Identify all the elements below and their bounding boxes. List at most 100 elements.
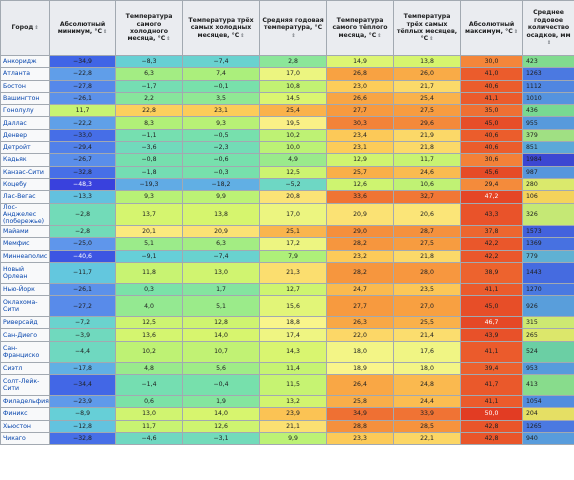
table-row: Сиэтл −17,8 4,8 5,6 11,4 18,9 18,0 39,4 953 — [0, 361, 574, 376]
cell-three-warmest: 23,5 — [393, 282, 461, 297]
cell-warmest-month: 26,3 — [326, 316, 394, 330]
city-link[interactable]: Лас-Вегас — [0, 190, 50, 204]
cell-three-warmest: 33,9 — [393, 407, 461, 421]
cell-three-coldest: 9,3 — [182, 116, 260, 130]
city-link[interactable]: Миннеаполис — [0, 249, 50, 263]
city-link[interactable]: Канзас-Сити — [0, 165, 50, 179]
cell-abs-min: −27,2 — [49, 295, 116, 318]
city-link[interactable]: Солт-Лейк-Сити — [0, 374, 50, 397]
cell-annual-mean: 10,2 — [259, 128, 327, 143]
cell-warmest-month: 22,0 — [326, 328, 394, 342]
cell-precipitation: 1369 — [522, 237, 574, 251]
column-header-abs-min[interactable]: Абсолютный минимум, °C⇕ — [49, 0, 116, 56]
table-row: Сан-Диего −3,9 13,6 14,0 17,4 22,0 21,4 43,9 265 — [0, 328, 574, 342]
sort-icon[interactable]: ⇕ — [34, 25, 39, 32]
cell-three-coldest: 7,4 — [182, 67, 260, 81]
table-row: Финикс −8,9 13,0 14,0 23,9 34,9 33,9 50,0 204 — [0, 407, 574, 421]
city-link[interactable]: Детройт — [0, 141, 50, 155]
cell-abs-max: 37,8 — [460, 224, 523, 239]
city-link[interactable]: Лос-Анджелес (побережье) — [0, 202, 50, 226]
column-header-warmest-month[interactable]: Температура самого тёплого месяца, °C⇕ — [326, 0, 394, 56]
table-body: Анкоридж −34,9 −8,3 −7,4 2,8 14,9 13,8 30,0 423 А… — [0, 54, 574, 446]
column-header-annual-mean[interactable]: Средняя годовая температура, °C⇕ — [259, 0, 327, 56]
city-link[interactable]: Оклахома-Сити — [0, 295, 50, 318]
column-header-three-warmest-months[interactable]: Температура трёх самых тёплых месяцев, °… — [393, 0, 461, 56]
cell-abs-max: 38,9 — [460, 261, 523, 284]
sort-icon[interactable]: ⇕ — [240, 32, 245, 39]
sort-icon[interactable]: ⇕ — [291, 32, 296, 39]
column-header-abs-max[interactable]: Абсолютный максимум, °C⇕ — [460, 0, 523, 56]
cell-annual-mean: 12,5 — [259, 165, 327, 179]
cell-abs-max: 35,0 — [460, 104, 523, 118]
cell-annual-mean: 17,2 — [259, 237, 327, 251]
sort-icon[interactable]: ⇕ — [546, 40, 552, 47]
city-link[interactable]: Мемфис — [0, 237, 50, 251]
cell-precipitation: 953 — [522, 361, 574, 376]
city-link[interactable]: Финикс — [0, 407, 50, 421]
city-link[interactable]: Вашингтон — [0, 91, 50, 106]
city-link[interactable]: Риверсайд — [0, 316, 50, 330]
column-header-precipitation[interactable]: Среднее годовое количество осадков, мм⇕ — [522, 0, 574, 56]
column-header-city[interactable]: Город⇕ — [0, 0, 50, 56]
city-link[interactable]: Даллас — [0, 116, 50, 130]
city-link[interactable]: Нью-Йорк — [0, 282, 50, 297]
cell-precipitation: 413 — [522, 374, 574, 397]
sort-icon[interactable]: ⇕ — [103, 29, 108, 35]
city-link[interactable]: Сиэтл — [0, 361, 50, 376]
sort-icon[interactable]: ⇕ — [513, 29, 518, 35]
sort-icon[interactable]: ⇕ — [429, 36, 434, 43]
city-link[interactable]: Чикаго — [0, 431, 50, 446]
cell-three-warmest: 17,6 — [393, 340, 461, 363]
city-link[interactable]: Атланта — [0, 67, 50, 81]
cell-coldest-month: 5,1 — [115, 237, 183, 251]
cell-coldest-month: −0,8 — [115, 153, 183, 167]
cell-annual-mean: 2,8 — [259, 54, 327, 69]
city-link[interactable]: Сан-Диего — [0, 328, 50, 342]
city-link[interactable]: Коцебу — [0, 177, 50, 192]
cell-abs-min: −32,8 — [49, 165, 116, 179]
cell-three-warmest: 27,0 — [393, 295, 461, 318]
city-link[interactable]: Хьюстон — [0, 419, 50, 433]
cell-annual-mean: 17,4 — [259, 328, 327, 342]
city-link[interactable]: Кадьяк — [0, 153, 50, 167]
table-row: Риверсайд −7,2 12,5 12,8 18,8 26,3 25,5 46,7 315 — [0, 316, 574, 330]
city-link[interactable]: Новый Орлеан — [0, 261, 50, 284]
cell-three-coldest: 14,0 — [182, 328, 260, 342]
cell-warmest-month: 23,2 — [326, 249, 394, 263]
city-link[interactable]: Денвер — [0, 128, 50, 143]
cell-abs-min: −29,4 — [49, 141, 116, 155]
cell-precipitation: 1112 — [522, 79, 574, 93]
table-row: Бостон −27,8 −1,7 −0,1 10,8 23,0 21,7 40,6 1112 — [0, 79, 574, 93]
sort-icon[interactable]: ⇕ — [166, 36, 171, 43]
table-row: Лос-Анджелес (побережье) −2,8 13,7 13,8 17,0… — [0, 202, 574, 226]
city-link[interactable]: Сан-Франциско — [0, 340, 50, 363]
cell-abs-max: 50,0 — [460, 407, 523, 421]
cell-abs-min: −11,7 — [49, 261, 116, 284]
cell-three-coldest: 9,9 — [182, 190, 260, 204]
cell-precipitation: 926 — [522, 295, 574, 318]
city-link[interactable]: Филадельфия — [0, 395, 50, 409]
table-row: Денвер −33,0 −1,1 −0,5 10,2 23,4 21,9 40,6 379 — [0, 128, 574, 143]
column-header-coldest-month[interactable]: Температура самого холодного месяца, °C⇕ — [115, 0, 183, 56]
cell-abs-min: −34,9 — [49, 54, 116, 69]
city-link[interactable]: Бостон — [0, 79, 50, 93]
sort-icon[interactable]: ⇕ — [377, 32, 382, 39]
cell-abs-max: 45,6 — [460, 165, 523, 179]
cell-warmest-month: 25,7 — [326, 165, 394, 179]
city-link[interactable]: Майами — [0, 224, 50, 239]
city-link[interactable]: Гонолулу — [0, 104, 50, 118]
cell-annual-mean: 12,7 — [259, 282, 327, 297]
city-link[interactable]: Анкоридж — [0, 54, 50, 69]
cell-three-coldest: 14,0 — [182, 407, 260, 421]
cell-warmest-month: 27,7 — [326, 295, 394, 318]
cell-abs-max: 41,1 — [460, 340, 523, 363]
cell-coldest-month: 0,3 — [115, 282, 183, 297]
cell-three-coldest: 10,7 — [182, 340, 260, 363]
column-header-three-coldest-months[interactable]: Температура трёх самых холодных месяцев,… — [182, 0, 260, 56]
cell-warmest-month: 18,0 — [326, 340, 394, 363]
cell-three-coldest: −7,4 — [182, 249, 260, 263]
cell-abs-max: 39,4 — [460, 361, 523, 376]
cell-abs-min: −27,8 — [49, 79, 116, 93]
cell-abs-max: 42,2 — [460, 237, 523, 251]
cell-abs-min: −22,8 — [49, 67, 116, 81]
